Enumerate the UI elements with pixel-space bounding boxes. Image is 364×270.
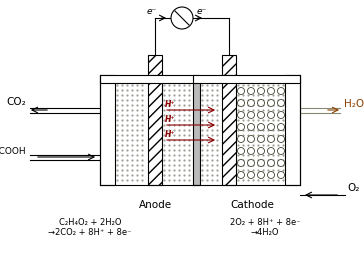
Bar (222, 55, 236, 75)
Circle shape (277, 171, 285, 178)
Text: e⁻: e⁻ (197, 7, 207, 16)
Text: C₂H₄O₂ + 2H₂O: C₂H₄O₂ + 2H₂O (59, 218, 121, 227)
Circle shape (268, 136, 274, 143)
Circle shape (268, 87, 274, 94)
Circle shape (268, 160, 274, 167)
Text: H₂O: H₂O (344, 99, 364, 109)
Circle shape (268, 123, 274, 130)
Circle shape (277, 160, 285, 167)
Bar (193, 75, 200, 185)
Circle shape (277, 147, 285, 154)
Text: Anode: Anode (138, 200, 171, 210)
Bar (285, 75, 300, 185)
Circle shape (257, 87, 265, 94)
Bar (100, 75, 195, 83)
Text: →2CO₂ + 8H⁺ + 8e⁻: →2CO₂ + 8H⁺ + 8e⁻ (48, 228, 132, 237)
Circle shape (237, 87, 245, 94)
Circle shape (248, 112, 254, 119)
Bar (100, 75, 115, 185)
Circle shape (277, 123, 285, 130)
Circle shape (268, 100, 274, 106)
Circle shape (237, 112, 245, 119)
Circle shape (248, 136, 254, 143)
Circle shape (248, 171, 254, 178)
Circle shape (268, 112, 274, 119)
Circle shape (257, 123, 265, 130)
Text: CO₂: CO₂ (6, 97, 26, 107)
Circle shape (237, 171, 245, 178)
Text: H⁺: H⁺ (165, 115, 175, 124)
Circle shape (277, 112, 285, 119)
Circle shape (257, 171, 265, 178)
Circle shape (237, 136, 245, 143)
Circle shape (237, 160, 245, 167)
Text: e⁻: e⁻ (147, 7, 157, 16)
Circle shape (237, 123, 245, 130)
Circle shape (257, 112, 265, 119)
Circle shape (248, 160, 254, 167)
Bar (222, 75, 236, 185)
Circle shape (277, 136, 285, 143)
Circle shape (257, 160, 265, 167)
Text: Cathode: Cathode (230, 200, 274, 210)
Circle shape (257, 136, 265, 143)
Text: 2O₂ + 8H⁺ + 8e⁻: 2O₂ + 8H⁺ + 8e⁻ (230, 218, 300, 227)
Text: O₂: O₂ (347, 183, 359, 193)
Circle shape (171, 7, 193, 29)
Circle shape (257, 147, 265, 154)
Bar (148, 55, 162, 75)
Circle shape (257, 100, 265, 106)
Circle shape (237, 147, 245, 154)
Circle shape (277, 87, 285, 94)
Circle shape (248, 123, 254, 130)
Text: →4H₂O: →4H₂O (251, 228, 279, 237)
Text: H⁺: H⁺ (165, 130, 175, 139)
Circle shape (268, 171, 274, 178)
Circle shape (248, 100, 254, 106)
Circle shape (268, 147, 274, 154)
Circle shape (248, 87, 254, 94)
Text: CH₃COOH: CH₃COOH (0, 147, 26, 156)
Text: H⁺: H⁺ (165, 100, 175, 109)
Circle shape (237, 100, 245, 106)
Bar (193, 75, 300, 83)
Circle shape (277, 100, 285, 106)
Circle shape (248, 147, 254, 154)
Bar (148, 75, 162, 185)
